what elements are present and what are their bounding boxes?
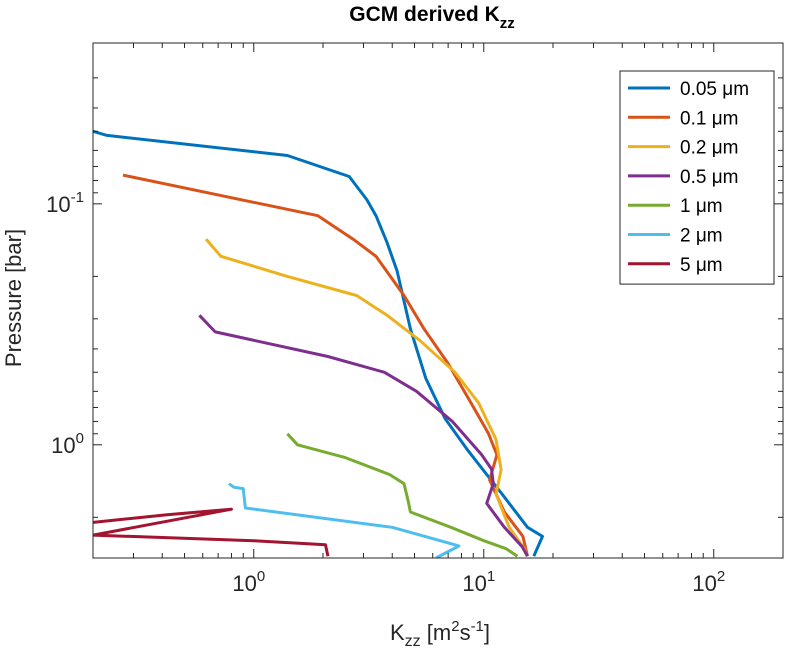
legend-label-4: 0.5 μm: [680, 167, 738, 188]
y-tick-label: 10-1: [46, 189, 84, 217]
series-line-3: [204, 238, 529, 557]
x-axis-label-main: K: [390, 620, 405, 645]
x-axis-label-sup1: 2: [451, 618, 459, 635]
chart-title: GCM derived Kzz: [349, 3, 515, 32]
svg-text:GCM derived Kzz: GCM derived Kzz: [349, 3, 515, 32]
x-tick-label: 101: [462, 568, 495, 596]
legend-label-7: 5 μm: [680, 255, 723, 276]
axes-box: [92, 42, 784, 559]
y-axis-label: Pressure [bar]: [1, 229, 26, 367]
series-line-6: [228, 482, 461, 558]
series-line-5: [286, 432, 519, 558]
x-axis-label-unit: [m: [421, 620, 452, 645]
x-tick-label: 100: [232, 568, 265, 596]
chart-title-text: GCM derived K: [349, 3, 500, 26]
x-axis-label-sup2: -1: [471, 618, 484, 635]
y-tick-label: 100: [51, 430, 84, 458]
series-line-4: [198, 314, 529, 557]
y-tick-labels: 10-1 100: [46, 189, 84, 458]
axes: [92, 42, 784, 559]
series-line-7: [93, 507, 330, 557]
legend-label-1: 0.05 μm: [680, 79, 749, 100]
x-tick-labels: 100 101 102: [232, 568, 725, 596]
x-axis-label-mid: s: [460, 620, 471, 645]
x-axis-label-sub: zz: [405, 633, 421, 650]
legend-label-5: 1 μm: [680, 196, 723, 217]
x-tick-label: 102: [692, 568, 725, 596]
series-line-1: [93, 129, 544, 557]
chart-title-subscript: zz: [500, 15, 515, 32]
legend-label-2: 0.1 μm: [680, 108, 738, 129]
x-axis-label: Kzz [m2s-1]: [390, 618, 490, 650]
legend-label-3: 0.2 μm: [680, 138, 738, 159]
legend: 0.05 μm 0.1 μm 0.2 μm 0.5 μm 1 μm 2 μm 5 μm: [619, 70, 775, 285]
legend-box: [619, 70, 775, 285]
series-layer: [93, 129, 544, 558]
legend-label-6: 2 μm: [680, 226, 723, 247]
x-axis-label-close: ]: [484, 620, 490, 645]
